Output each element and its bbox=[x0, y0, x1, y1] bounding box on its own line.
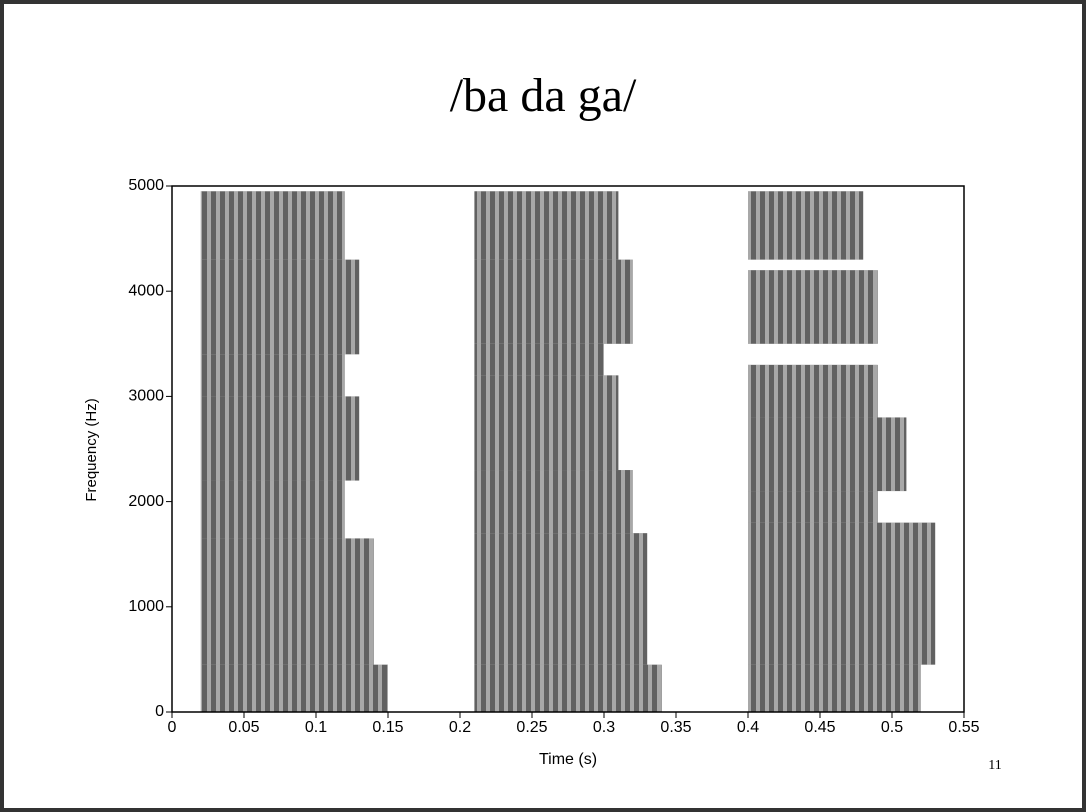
striation bbox=[200, 396, 360, 481]
striation bbox=[474, 375, 619, 471]
striation bbox=[474, 533, 648, 665]
striation bbox=[200, 191, 345, 260]
x-tick-label: 0.4 bbox=[737, 719, 759, 736]
striation bbox=[748, 191, 864, 260]
y-tick-label: 4000 bbox=[128, 282, 164, 299]
striation bbox=[748, 522, 936, 665]
y-axis-label: Frequency (Hz) bbox=[83, 398, 100, 501]
y-tick-label: 3000 bbox=[128, 388, 164, 405]
striation bbox=[748, 417, 907, 492]
x-tick-label: 0.2 bbox=[449, 719, 471, 736]
striation bbox=[474, 664, 662, 712]
x-tick-label: 0.1 bbox=[305, 719, 327, 736]
striation bbox=[474, 343, 604, 376]
x-tick-label: 0.45 bbox=[804, 719, 835, 736]
x-tick-label: 0.35 bbox=[660, 719, 691, 736]
x-axis-label: Time (s) bbox=[539, 751, 597, 768]
x-tick-label: 0.3 bbox=[593, 719, 615, 736]
striation bbox=[200, 480, 345, 539]
chart-title: /ba da ga/ bbox=[450, 69, 637, 122]
x-tick-label: 0 bbox=[168, 719, 177, 736]
x-tick-label: 0.15 bbox=[372, 719, 403, 736]
striation bbox=[200, 538, 374, 665]
striation bbox=[474, 191, 619, 260]
x-tick-label: 0.5 bbox=[881, 719, 903, 736]
plot bbox=[200, 191, 936, 712]
striation bbox=[200, 354, 345, 397]
y-tick-label: 5000 bbox=[128, 177, 164, 194]
striation bbox=[200, 259, 360, 355]
y-tick-label: 0 bbox=[155, 703, 164, 720]
striation bbox=[474, 470, 633, 534]
striation bbox=[474, 259, 633, 344]
plot-frame bbox=[171, 185, 965, 713]
y-tick-label: 2000 bbox=[128, 493, 164, 510]
striation bbox=[200, 664, 388, 712]
y-tick-label: 1000 bbox=[128, 598, 164, 615]
striation bbox=[748, 491, 878, 523]
slide-number: 11 bbox=[988, 758, 1001, 773]
striation bbox=[748, 664, 921, 712]
x-tick-label: 0.25 bbox=[516, 719, 547, 736]
x-tick-label: 0.05 bbox=[228, 719, 259, 736]
x-tick-label: 0.55 bbox=[948, 719, 979, 736]
striation bbox=[748, 270, 878, 344]
striation bbox=[748, 364, 878, 418]
